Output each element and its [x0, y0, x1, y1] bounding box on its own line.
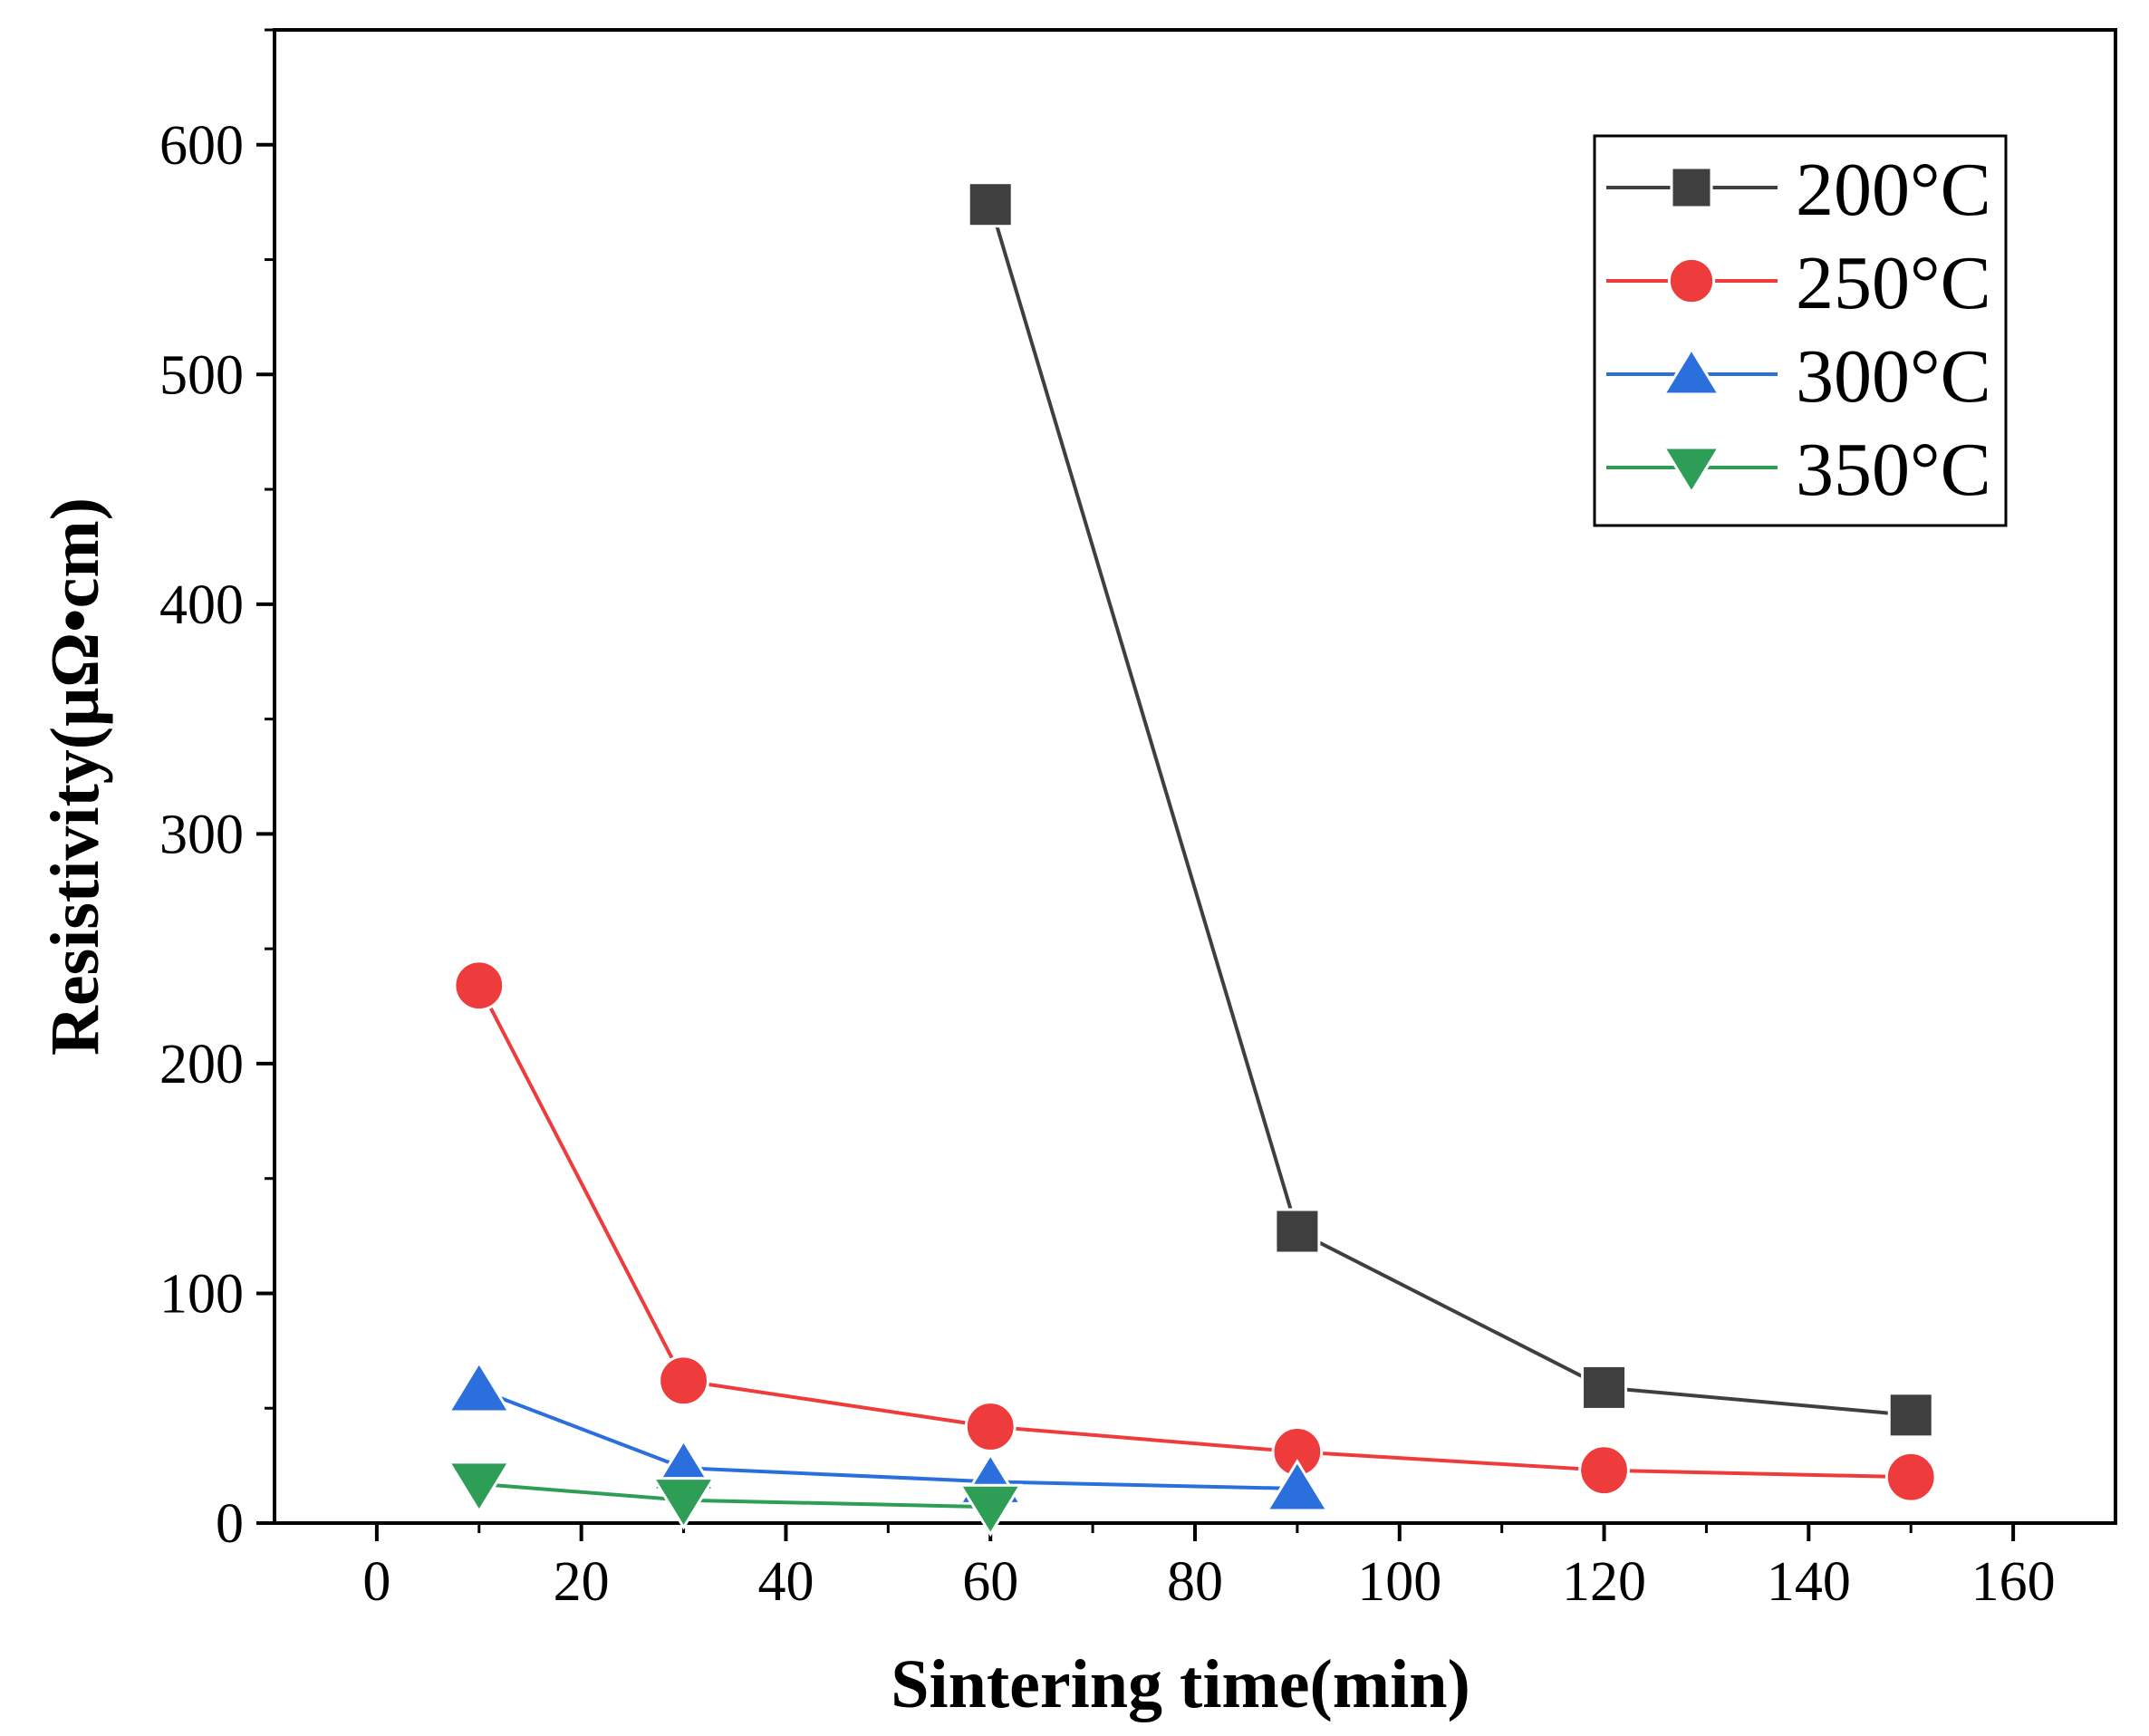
- series-0: [967, 181, 1934, 1439]
- data-point: [1581, 1364, 1628, 1411]
- y-axis-title: Resistivity(μΩ•cm): [37, 497, 113, 1056]
- y-tick-label: 0: [216, 1493, 244, 1555]
- x-tick-label: 140: [1767, 1551, 1851, 1613]
- series-2: [447, 1360, 1330, 1512]
- data-point: [1274, 1208, 1321, 1255]
- x-tick-label: 60: [962, 1551, 1018, 1613]
- series-line: [478, 1481, 991, 1509]
- series-line: [477, 984, 1912, 1480]
- legend-marker: [1670, 166, 1713, 209]
- series-line: [988, 204, 1912, 1417]
- data-point: [1265, 1459, 1330, 1512]
- x-tick-label: 40: [757, 1551, 814, 1613]
- series-1: [453, 960, 1937, 1503]
- legend-box: [1593, 134, 2008, 527]
- x-tick-label: 120: [1562, 1551, 1646, 1613]
- ticks-layer: 0 20 40 60 80 100 120 140 160 0 100 200 300 400 500 600: [159, 28, 2056, 1613]
- y-tick-label: 200: [159, 1034, 244, 1095]
- legend-marker: [1662, 346, 1721, 396]
- legend: 200°C 250°C 300°C 350°C: [1593, 134, 2008, 527]
- series-3: [447, 1461, 1023, 1538]
- series-line: [478, 1388, 1297, 1490]
- x-tick-label: 80: [1167, 1551, 1223, 1613]
- series-layer: [447, 181, 1937, 1538]
- data-point: [447, 1360, 512, 1413]
- y-tick-label: 400: [159, 574, 244, 636]
- data-point: [658, 1355, 709, 1407]
- x-tick-label: 160: [1971, 1551, 2056, 1613]
- data-point: [453, 960, 506, 1012]
- x-tick-label: 0: [362, 1551, 390, 1613]
- legend-label: 300°C: [1796, 334, 1991, 419]
- y-tick-label: 500: [159, 344, 244, 406]
- y-tick-label: 600: [159, 115, 244, 177]
- data-point: [1884, 1451, 1937, 1503]
- legend-label: 350°C: [1796, 428, 1991, 512]
- data-point: [964, 1401, 1017, 1452]
- data-point: [967, 181, 1014, 228]
- data-point: [1887, 1392, 1934, 1439]
- data-point: [447, 1461, 512, 1514]
- data-point: [958, 1483, 1023, 1538]
- x-tick-label: 100: [1357, 1551, 1441, 1613]
- legend-marker: [1662, 446, 1721, 496]
- legend-marker: [1667, 256, 1716, 305]
- legend-label: 250°C: [1796, 241, 1991, 325]
- data-point: [1578, 1444, 1630, 1497]
- data-point: [650, 1477, 717, 1530]
- x-axis-title: Sintering time(min): [891, 1646, 1470, 1722]
- x-tick-label: 20: [554, 1551, 610, 1613]
- legend-label: 200°C: [1796, 148, 1991, 232]
- y-tick-label: 100: [159, 1263, 244, 1325]
- y-tick-label: 300: [159, 804, 244, 865]
